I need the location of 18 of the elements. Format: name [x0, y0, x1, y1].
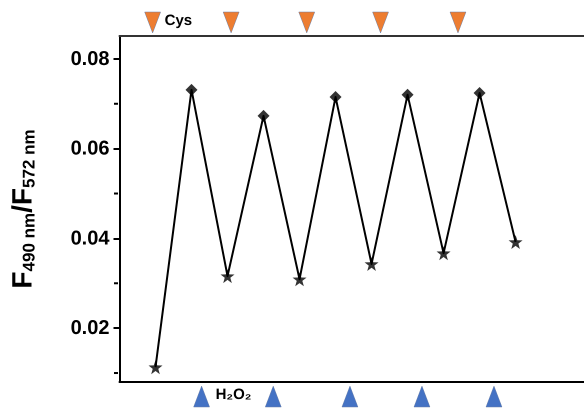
point: [148, 360, 163, 374]
point: [186, 84, 198, 96]
point: [330, 91, 342, 104]
y-tick-label: 0.02: [70, 317, 110, 340]
y-tick-label: 0.04: [70, 227, 110, 250]
text: H₂O₂: [216, 386, 252, 403]
y-tick-label: 0.08: [70, 48, 110, 70]
point: [292, 272, 307, 286]
point: [364, 256, 379, 271]
y-axis-title: F490 nm/F572 nm: [6, 129, 38, 289]
point: [436, 246, 451, 260]
point: [258, 110, 270, 122]
point: [402, 88, 414, 101]
text: Cys: [164, 12, 192, 29]
point: [220, 269, 235, 284]
point: [508, 234, 523, 249]
y-tick-label: 0.06: [70, 138, 110, 160]
point: [474, 86, 486, 99]
